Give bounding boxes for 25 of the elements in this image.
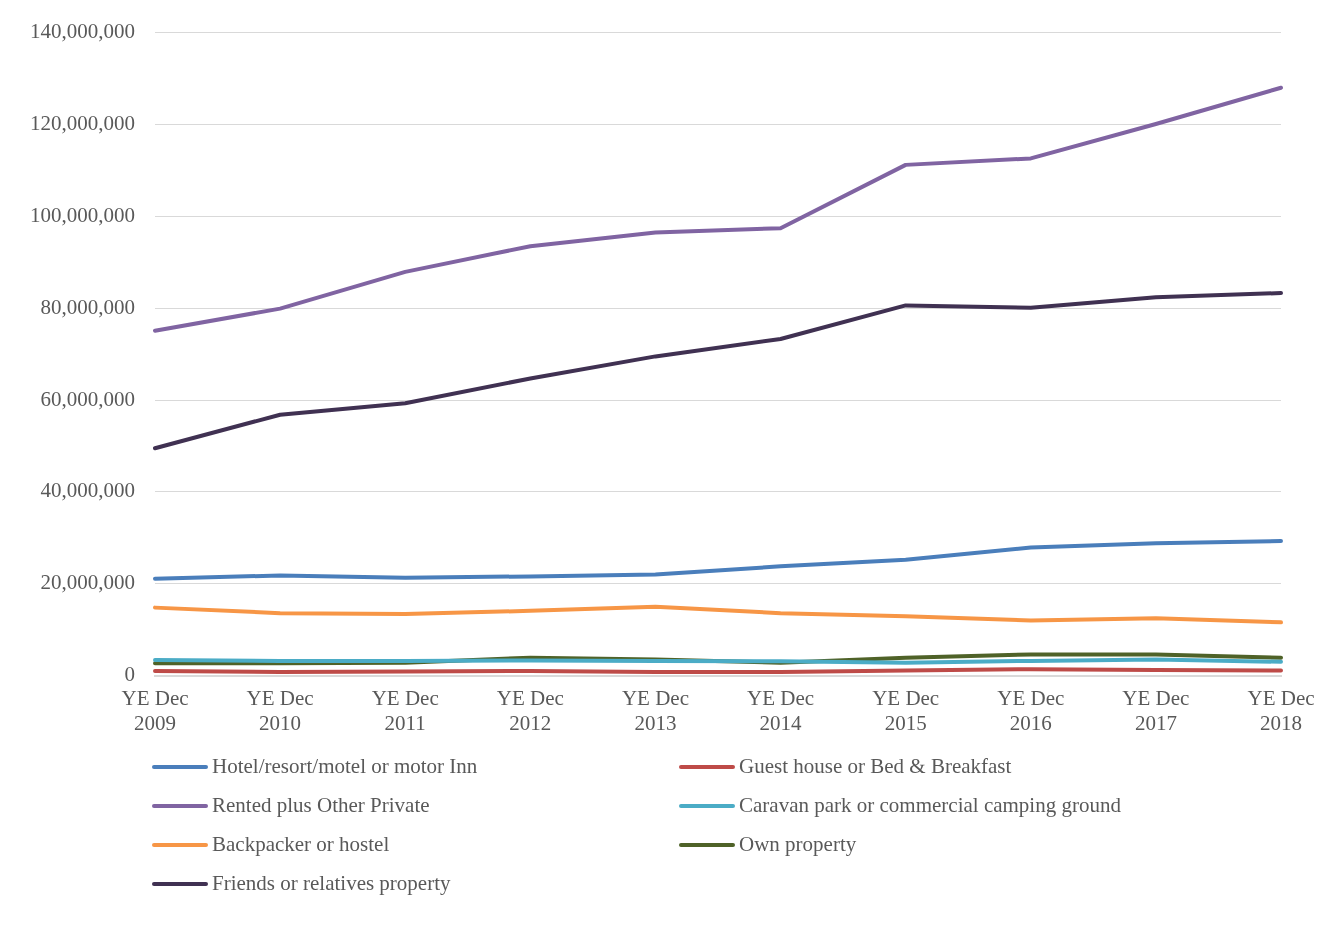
- x-tick-label: YE Dec 2013: [621, 685, 689, 735]
- y-tick-label: 40,000,000: [40, 478, 135, 503]
- y-tick-label: 20,000,000: [40, 570, 135, 595]
- x-tick-label: YE Dec 2015: [872, 685, 940, 735]
- legend-label: Guest house or Bed & Breakfast: [739, 754, 1012, 779]
- y-tick-label: 140,000,000: [30, 19, 135, 44]
- legend-label: Caravan park or commercial camping ground: [739, 793, 1121, 818]
- x-tick-label: YE Dec 2012: [496, 685, 564, 735]
- y-tick-label: 100,000,000: [30, 202, 135, 227]
- x-tick-label: YE Dec 2014: [747, 685, 815, 735]
- x-tick-label: YE Dec 2009: [121, 685, 189, 735]
- y-tick-label: 80,000,000: [40, 294, 135, 319]
- x-tick-label: YE Dec 2017: [1122, 685, 1190, 735]
- y-tick-label: 0: [124, 662, 135, 687]
- x-tick-label: YE Dec 2016: [997, 685, 1065, 735]
- legend-label: Own property: [739, 832, 857, 857]
- x-tick-label: YE Dec 2018: [1247, 685, 1315, 735]
- y-tick-label: 120,000,000: [30, 110, 135, 135]
- legend-label: Backpacker or hostel: [212, 832, 390, 857]
- legend-label: Hotel/resort/motel or motor Inn: [212, 754, 478, 779]
- y-tick-label: 60,000,000: [40, 386, 135, 411]
- x-tick-label: YE Dec 2010: [246, 685, 314, 735]
- legend-label: Friends or relatives property: [212, 871, 451, 896]
- legend-label: Rented plus Other Private: [212, 793, 430, 818]
- x-tick-label: YE Dec 2011: [371, 685, 439, 735]
